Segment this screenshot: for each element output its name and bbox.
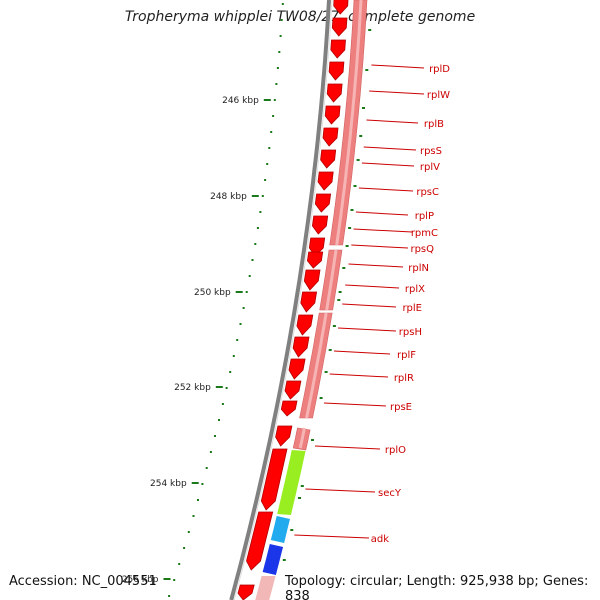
forward-gene-arrow	[280, 400, 298, 417]
secY-block	[277, 450, 306, 515]
forward-gene-arrow	[330, 39, 346, 59]
forward-gene-arrow	[260, 448, 288, 511]
gene-label-rpsH: rpsH	[399, 327, 422, 338]
gene-leader-line	[323, 402, 387, 407]
map-title: Tropheryma whipplei TW08/27, complete ge…	[124, 9, 476, 25]
forward-gene-arrow	[306, 251, 324, 269]
forward-gene-arrow	[246, 511, 274, 571]
gene-leader-line	[361, 162, 415, 167]
adk-block-dark	[262, 544, 284, 575]
gene-label-rplF: rplF	[397, 350, 416, 361]
gene-label-rplW: rplW	[427, 90, 450, 101]
reverse-band-segment-1	[329, 0, 368, 246]
gene-leader-line	[338, 327, 397, 332]
gene-leader-line	[305, 488, 376, 493]
forward-gene-arrow	[275, 425, 293, 447]
gene-label-rplX: rplX	[405, 284, 425, 295]
backbone-inner	[233, 0, 333, 600]
gene-leader-line	[371, 64, 425, 69]
gene-label-rpmC: rpmC	[411, 228, 438, 239]
gene-label-rplN: rplN	[408, 263, 429, 274]
forward-gene-arrow	[328, 61, 345, 81]
accession-label: Accession: NC_004551	[9, 574, 157, 589]
forward-gene-arrow	[311, 215, 329, 235]
ruler-label: 256 kbp	[122, 575, 159, 585]
gene-label-rpsS: rpsS	[420, 146, 442, 157]
forward-gene-arrow	[292, 336, 310, 358]
gene-label-rplP: rplP	[415, 211, 434, 222]
forward-gene-arrow	[300, 291, 318, 313]
gene-leader-line	[329, 373, 389, 378]
gene-label-rpsE: rpsE	[390, 402, 412, 413]
gene-leader-line	[314, 445, 381, 450]
gene-leader-line	[363, 146, 417, 151]
ruler-label: 252 kbp	[174, 383, 211, 393]
forward-gene-arrow	[237, 584, 255, 600]
gene-label-rpsC: rpsC	[416, 187, 439, 198]
gene-leader-line	[353, 228, 413, 233]
forward-gene-arrow	[324, 105, 341, 125]
gene-leader-line	[348, 263, 404, 268]
gene-label-rplV: rplV	[420, 162, 440, 173]
forward-gene-arrow	[331, 17, 348, 37]
gene-leader-line	[294, 534, 370, 539]
gene-leader-line	[369, 90, 425, 95]
gene-label-rplE: rplE	[402, 303, 422, 314]
gene-leader-line	[345, 284, 400, 289]
forward-gene-arrow	[288, 358, 306, 380]
forward-gene-arrow	[314, 193, 332, 213]
gene-label-rplR: rplR	[394, 373, 414, 384]
band-tail-block	[255, 576, 276, 600]
forward-gene-arrow	[317, 171, 334, 191]
reverse-band-highlight-2	[325, 249, 338, 311]
gene-leader-line	[366, 119, 419, 124]
ruler-label: 250 kbp	[194, 288, 231, 298]
forward-gene-arrow	[333, 0, 349, 15]
reverse-band-highlight-3	[305, 312, 328, 419]
gene-leader-line	[333, 350, 391, 355]
gene-label-adk: adk	[371, 534, 389, 545]
gene-leader-line	[358, 187, 414, 192]
gene-label-rpsQ: rpsQ	[410, 244, 434, 255]
forward-gene-arrow	[322, 127, 339, 147]
gene-label-secY: secY	[378, 488, 402, 499]
forward-gene-arrow	[296, 314, 314, 336]
reverse-band-highlight-4	[298, 427, 306, 449]
reverse-band-highlight-1	[335, 0, 363, 246]
gene-label-rplB: rplB	[424, 119, 444, 130]
backbone-outer	[229, 0, 331, 600]
ruler-label: 248 kbp	[210, 192, 247, 202]
ruler-label: 246 kbp	[222, 96, 259, 106]
forward-gene-arrow	[284, 380, 302, 400]
gene-leader-line	[342, 303, 397, 308]
gene-label-rplD: rplD	[429, 64, 450, 75]
topology-label: Topology: circular; Length: 925,938 bp; …	[285, 574, 600, 600]
gene-leader-line	[355, 211, 409, 216]
gene-label-rplO: rplO	[385, 445, 406, 456]
ruler-label: 254 kbp	[150, 479, 187, 489]
adk-block-light	[270, 516, 290, 543]
forward-gene-arrow	[326, 83, 343, 103]
gene-leader-line	[351, 244, 409, 249]
forward-gene-arrow	[320, 149, 337, 169]
forward-gene-arrow	[303, 269, 321, 291]
